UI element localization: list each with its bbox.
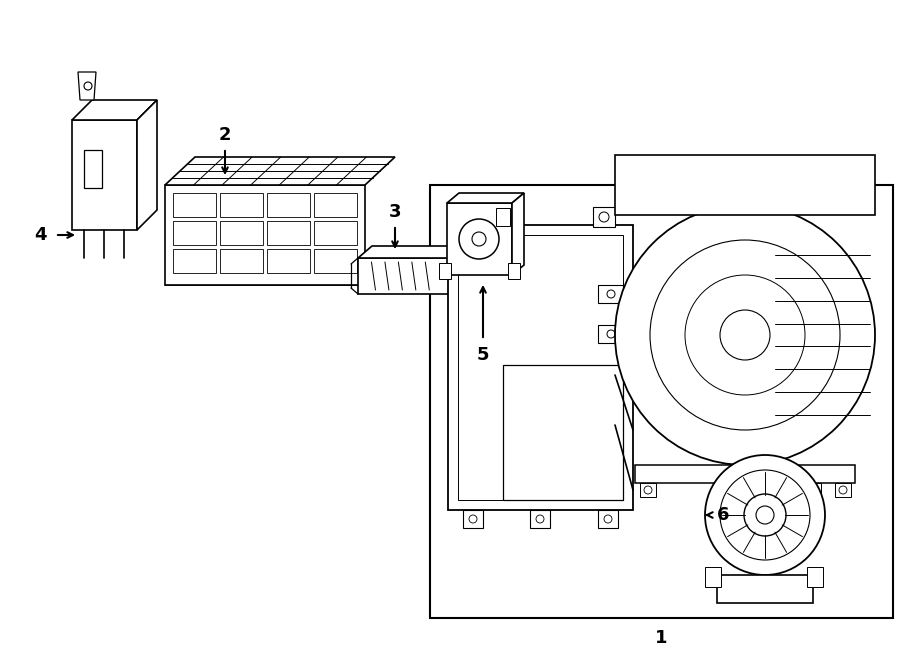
Bar [267, 249, 310, 273]
Bar [615, 155, 875, 215]
Circle shape [459, 219, 499, 259]
Bar [458, 235, 623, 500]
Bar [267, 193, 310, 217]
Bar [173, 221, 216, 245]
Bar [84, 150, 102, 188]
Circle shape [720, 310, 770, 360]
Circle shape [719, 486, 727, 494]
Circle shape [650, 240, 840, 430]
Circle shape [644, 486, 652, 494]
Polygon shape [453, 246, 467, 294]
Circle shape [615, 205, 875, 465]
Bar [593, 207, 615, 227]
Bar [72, 120, 137, 230]
Text: 1: 1 [655, 629, 667, 647]
Polygon shape [165, 257, 395, 285]
Circle shape [474, 212, 484, 222]
Circle shape [607, 330, 615, 338]
Polygon shape [512, 193, 524, 275]
Bar [358, 258, 453, 294]
Bar [503, 365, 623, 500]
Bar [715, 483, 731, 497]
Bar [717, 575, 813, 603]
Bar [447, 203, 512, 275]
Bar [314, 221, 357, 245]
Bar [705, 567, 721, 587]
Text: 6: 6 [716, 506, 729, 524]
Bar [496, 208, 510, 226]
Text: 5: 5 [477, 346, 490, 364]
Circle shape [809, 486, 817, 494]
Bar [165, 185, 365, 285]
Bar [640, 483, 656, 497]
Bar [598, 285, 623, 303]
Circle shape [599, 212, 609, 222]
Bar [835, 483, 851, 497]
Circle shape [705, 455, 825, 575]
Polygon shape [137, 100, 157, 230]
Bar [439, 263, 451, 279]
Bar [468, 207, 490, 227]
Polygon shape [78, 72, 96, 100]
Bar [267, 221, 310, 245]
Circle shape [744, 494, 786, 536]
Circle shape [607, 290, 615, 298]
Text: 3: 3 [389, 203, 401, 221]
Bar [448, 225, 633, 510]
Polygon shape [72, 100, 157, 120]
Polygon shape [165, 157, 395, 185]
Circle shape [685, 275, 805, 395]
Bar [635, 465, 855, 483]
Bar [314, 193, 357, 217]
Bar [220, 193, 263, 217]
Bar [508, 263, 520, 279]
Bar [220, 221, 263, 245]
Bar [220, 249, 263, 273]
Circle shape [84, 82, 92, 90]
Circle shape [472, 232, 486, 246]
Text: 2: 2 [219, 126, 231, 144]
Bar [598, 325, 623, 343]
Bar [173, 249, 216, 273]
Circle shape [536, 515, 544, 523]
Circle shape [720, 470, 810, 560]
Circle shape [469, 515, 477, 523]
Circle shape [839, 486, 847, 494]
Bar [314, 249, 357, 273]
Bar [805, 483, 821, 497]
Circle shape [604, 515, 612, 523]
Bar [598, 510, 618, 528]
Text: 4: 4 [34, 226, 46, 244]
Bar [530, 510, 550, 528]
Bar [173, 193, 216, 217]
Polygon shape [358, 246, 467, 258]
Bar [807, 567, 823, 587]
Bar [463, 510, 483, 528]
Circle shape [756, 506, 774, 524]
Polygon shape [447, 193, 524, 203]
Bar [430, 185, 893, 618]
